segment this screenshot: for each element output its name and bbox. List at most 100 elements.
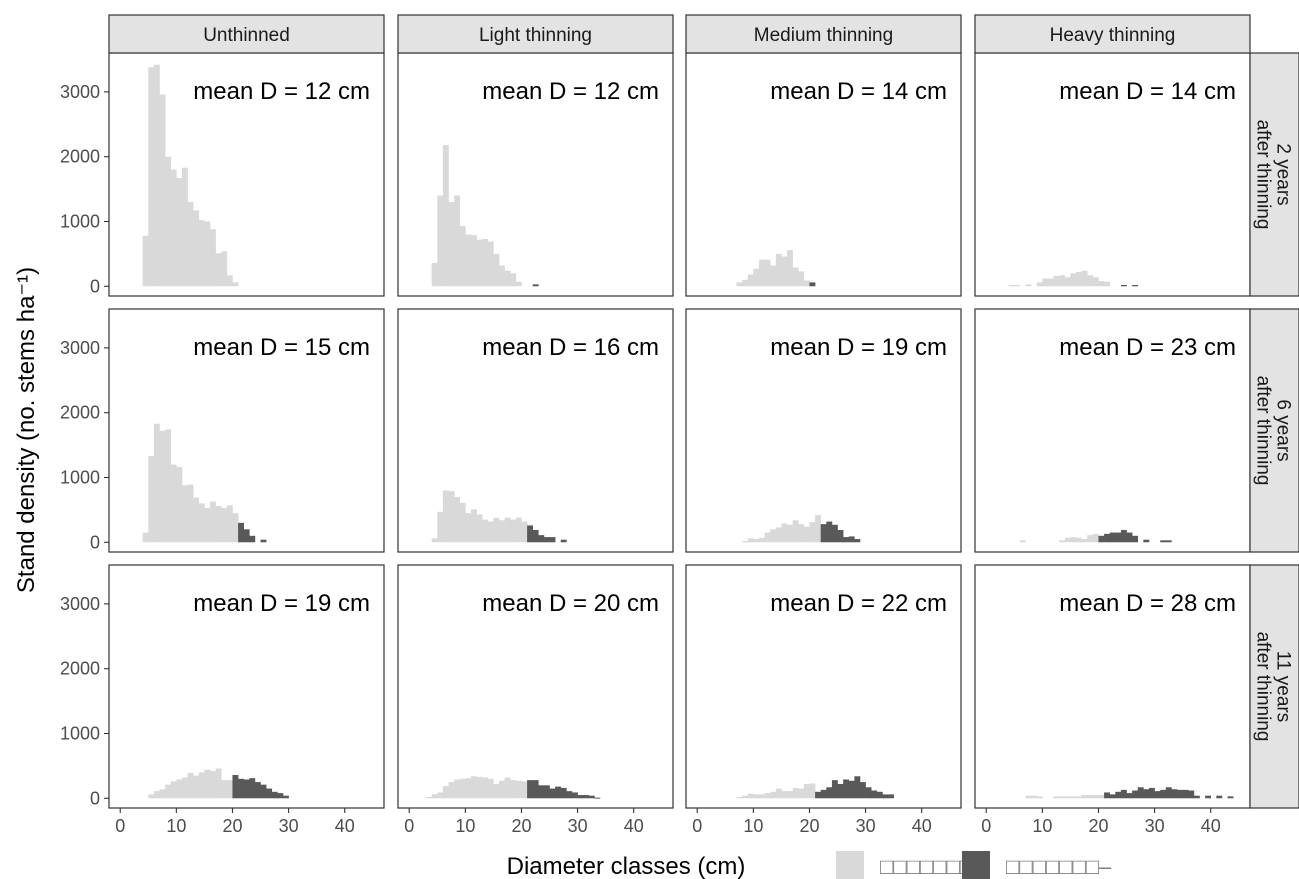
histogram-bar <box>226 275 233 287</box>
mean-diameter-label: mean D = 22 cm <box>770 590 947 617</box>
column-strip-label: Unthinned <box>203 25 290 46</box>
histogram-bar <box>1059 796 1066 799</box>
panel-background <box>975 309 1250 552</box>
histogram-bar <box>482 519 489 543</box>
histogram-bar <box>277 793 284 799</box>
histogram-bar <box>470 509 477 543</box>
histogram-bar <box>1171 789 1178 799</box>
histogram-bar <box>1008 284 1015 287</box>
histogram-bar <box>1036 796 1043 799</box>
histogram-bar <box>566 791 573 799</box>
histogram-bar <box>504 517 511 543</box>
histogram-bar <box>758 794 765 799</box>
histogram-bar <box>787 524 793 543</box>
histogram-bar <box>221 251 228 287</box>
histogram-bar <box>742 540 749 543</box>
x-tick-label: 0 <box>692 816 702 836</box>
histogram-bar <box>1031 795 1038 799</box>
histogram-bar <box>843 779 850 799</box>
histogram-bar <box>532 529 539 543</box>
histogram-bar <box>1064 277 1071 287</box>
y-tick-label: 1000 <box>60 211 100 231</box>
histogram-bar <box>1036 282 1043 287</box>
x-tick-label: 20 <box>799 816 819 836</box>
histogram-bar <box>753 794 760 799</box>
histogram-bar <box>1042 278 1049 287</box>
histogram-bar <box>170 464 177 543</box>
legend-swatch-dark <box>962 851 990 879</box>
histogram-bar <box>238 522 244 543</box>
histogram-bar <box>1047 278 1054 287</box>
histogram-bar <box>798 271 805 287</box>
row-strip-label-line: 11 years <box>1273 651 1294 722</box>
histogram-bar <box>1081 539 1088 543</box>
histogram-bar <box>153 64 160 287</box>
histogram-bar <box>204 221 211 287</box>
histogram-bar <box>249 535 256 543</box>
legend-label-dark: □□□□□□□– <box>1006 854 1112 879</box>
mean-diameter-label: mean D = 20 cm <box>482 590 659 617</box>
histogram-bar <box>820 524 827 543</box>
histogram-bar <box>176 178 183 287</box>
x-tick-label: 10 <box>455 816 475 836</box>
panel-background <box>398 565 673 808</box>
x-tick-label: 10 <box>166 816 186 836</box>
histogram-bar <box>1064 537 1071 543</box>
histogram-bar <box>426 796 432 799</box>
histogram-bar <box>153 423 160 543</box>
histogram-bar <box>747 274 754 287</box>
histogram-bar <box>193 497 200 543</box>
column-strip: Medium thinning <box>685 14 962 54</box>
histogram-bar <box>527 780 533 799</box>
histogram-bar <box>198 772 205 799</box>
row-strip-label-line: after thinning <box>1253 376 1274 486</box>
histogram-bar <box>515 517 522 543</box>
histogram-bar <box>888 794 894 799</box>
histogram-bar <box>815 791 821 799</box>
histogram-bar <box>454 195 461 287</box>
x-tick-label: 40 <box>1201 816 1221 836</box>
panel-background <box>975 53 1250 296</box>
histogram-bar <box>476 239 483 287</box>
panel-border <box>397 564 674 809</box>
histogram-bar <box>798 788 805 799</box>
histogram-bar <box>187 484 194 543</box>
y-tick-label: 2000 <box>60 147 100 167</box>
histogram-bar <box>876 791 883 799</box>
histogram-bar <box>560 787 567 799</box>
histogram-bar <box>198 220 205 287</box>
panel-border <box>685 564 962 809</box>
histogram-bar <box>1126 532 1133 543</box>
histogram-bar <box>431 794 438 799</box>
histogram-bar <box>1132 535 1139 543</box>
histogram-bar <box>442 145 449 287</box>
row-strip-label: 11 yearsafter thinning <box>1253 632 1294 742</box>
panel-border <box>108 308 385 553</box>
histogram-bar <box>465 778 472 799</box>
strips-layer: Unthinned Light thinning Medium thinning He… <box>108 14 1299 809</box>
histogram-bar <box>215 253 222 287</box>
row-strip-label-line: 2 years <box>1273 143 1294 205</box>
panels-layer: mean D = 12 cm mean D = 12 cm mean D = 14 … <box>108 52 1251 809</box>
histogram-bar <box>1059 540 1066 543</box>
histogram-bar <box>820 789 827 799</box>
histogram-bar <box>1098 795 1105 799</box>
histogram-bar <box>521 521 528 543</box>
histogram-bar <box>1092 795 1099 799</box>
panel: mean D = 16 cm <box>397 308 674 553</box>
histogram-bar <box>482 238 489 287</box>
histogram-bar <box>848 536 855 543</box>
histogram-bar <box>1143 789 1150 799</box>
histogram-bar <box>1059 275 1066 287</box>
mean-diameter-label: mean D = 12 cm <box>482 78 659 105</box>
histogram-bar <box>826 521 833 543</box>
row-strip-label-line: after thinning <box>1253 120 1274 230</box>
panel-background <box>109 565 384 808</box>
y-tick-label: 2000 <box>60 659 100 679</box>
histogram-bar <box>1120 284 1127 287</box>
histogram-bar <box>781 791 788 799</box>
histogram-bar <box>809 522 816 543</box>
histogram-bar <box>210 771 216 799</box>
x-tick-label: 20 <box>1088 816 1108 836</box>
histogram-bar <box>504 777 511 799</box>
